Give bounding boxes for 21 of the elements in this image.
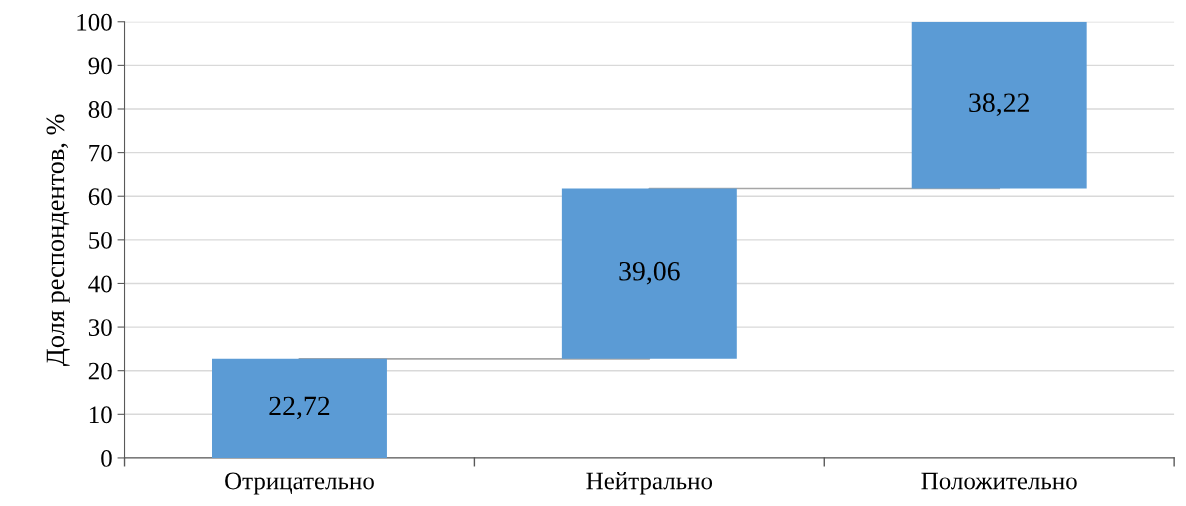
data-label: 39,06: [619, 261, 680, 285]
y-tick-label: 0: [101, 449, 112, 467]
y-tick-label: 10: [89, 406, 112, 424]
y-tick-label: 80: [88, 101, 112, 118]
data-label: 38,22: [969, 93, 1029, 117]
bar: [911, 21, 1087, 189]
bar: [212, 358, 387, 458]
y-tick-label: 60: [88, 188, 112, 206]
y-tick-label: 70: [89, 144, 112, 162]
y-axis-title: Доля респондентов, %: [46, 114, 70, 367]
y-tick-label: 40: [88, 275, 112, 293]
x-tick-label: Отрицательно: [225, 472, 374, 495]
bar: [561, 188, 737, 359]
y-tick-label: 100: [77, 13, 112, 31]
y-tick-label: 90: [88, 57, 112, 75]
y-tick-label: 50: [89, 231, 112, 249]
data-label: 22,72: [269, 396, 330, 420]
y-tick-label: 20: [88, 362, 112, 380]
x-tick-label: Положительно: [921, 472, 1077, 490]
y-tick-label: 30: [88, 319, 112, 336]
x-tick-label: Нейтрально: [586, 472, 713, 495]
